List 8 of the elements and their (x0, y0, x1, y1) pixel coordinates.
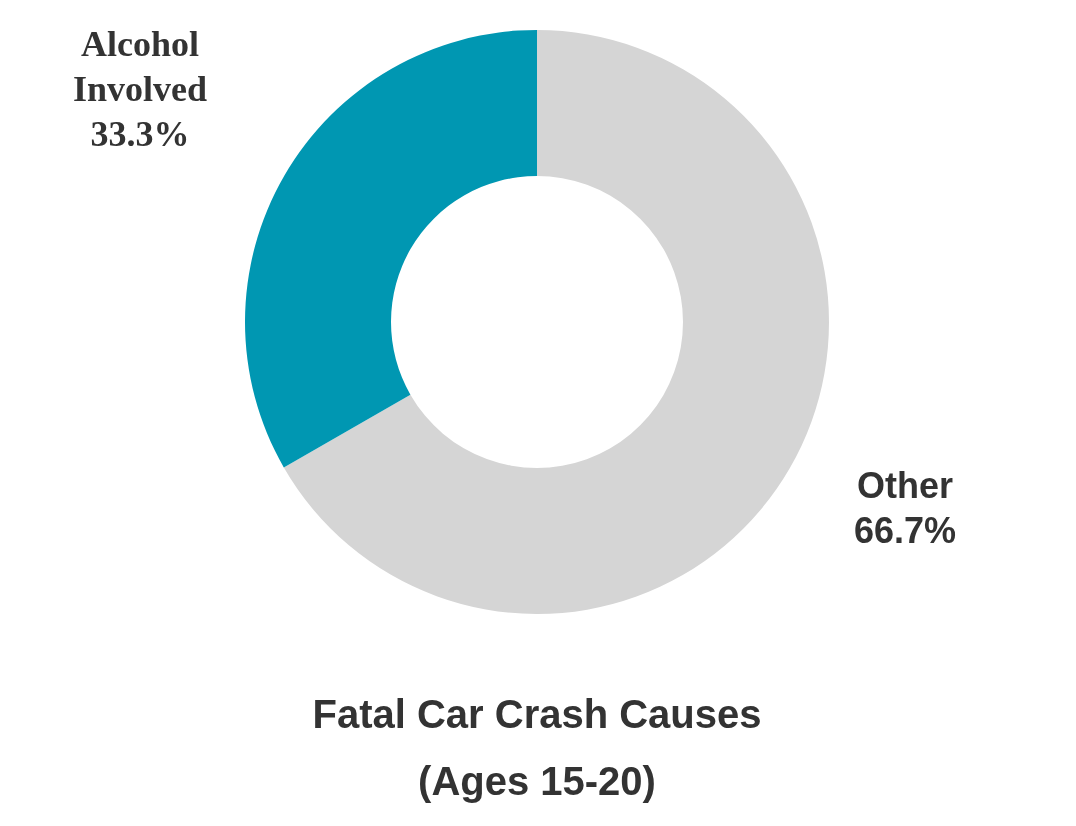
data-label: 66.7% (853, 510, 957, 551)
text: Fatal Car Crash Causes (312, 692, 762, 736)
slice-label: Alcohol Involved (72, 24, 208, 109)
text: (Ages 15-20) (418, 759, 656, 803)
slice-label: Other (856, 465, 954, 506)
data-label: 33.3% (90, 114, 190, 154)
donut-slice (245, 30, 537, 468)
donut-slice (283, 30, 829, 614)
